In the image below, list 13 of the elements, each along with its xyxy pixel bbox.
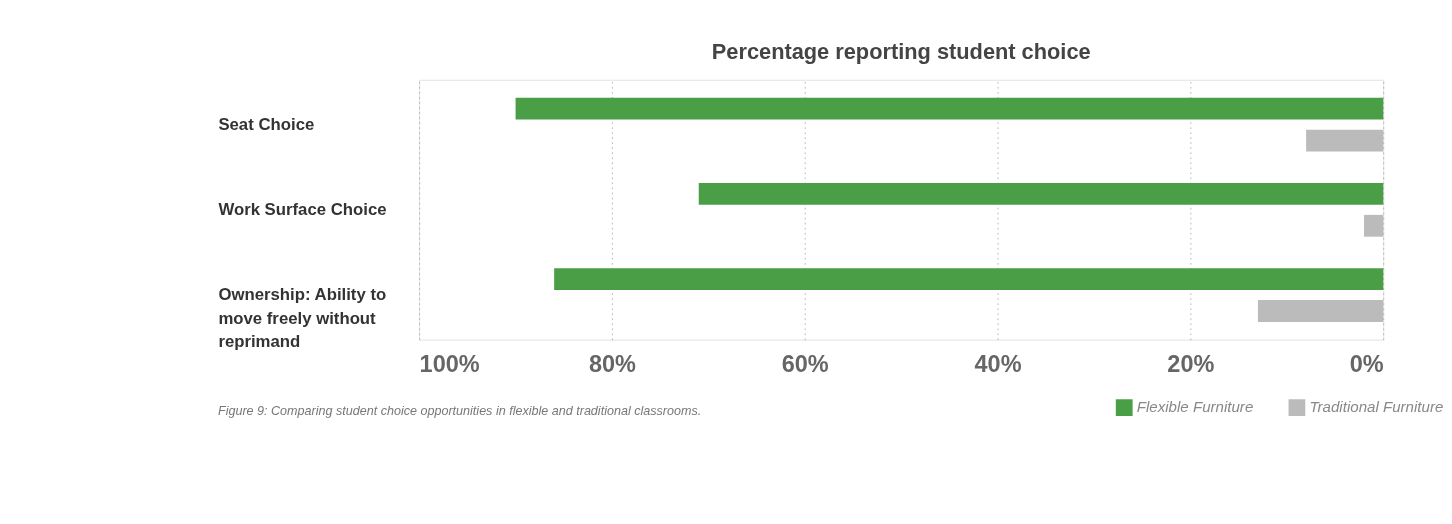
legend-label: Flexible Furniture (1136, 397, 1254, 415)
y-tick-label: Ownership: Ability to move freely without reprimand (218, 285, 387, 351)
chart-title: Percentage reporting student choice (711, 38, 1091, 64)
y-tick-label: Seat Choice (218, 114, 315, 134)
x-tick-label: 100% (419, 351, 480, 378)
caption: Figure 9: Comparing student choice opportunities in flexible and traditional classrooms. (217, 404, 702, 419)
legend-label: Traditional Furniture (1309, 397, 1444, 415)
x-tick-label: 20% (1167, 351, 1215, 378)
x-tick-label: 40% (974, 351, 1022, 378)
y-tick-label: Work Surface Choice (218, 199, 387, 219)
x-tick-label: 60% (781, 351, 829, 378)
x-tick-label: 80% (588, 351, 637, 378)
x-tick-label: 0% (1349, 351, 1384, 378)
